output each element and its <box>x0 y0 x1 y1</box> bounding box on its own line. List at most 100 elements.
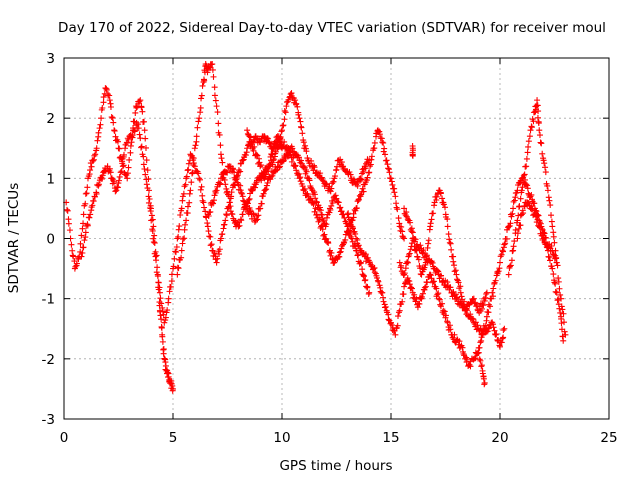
data-marker <box>179 193 186 200</box>
data-marker <box>295 111 302 118</box>
data-marker <box>442 204 449 211</box>
data-marker <box>216 131 223 138</box>
data-point <box>119 163 126 170</box>
data-marker <box>141 165 148 172</box>
data-marker <box>280 122 287 129</box>
data-marker <box>142 171 149 178</box>
data-marker <box>310 200 317 207</box>
series-4 <box>204 143 373 297</box>
data-marker <box>156 284 163 291</box>
data-marker <box>360 188 367 195</box>
data-marker <box>539 150 546 157</box>
data-marker <box>138 104 145 111</box>
data-marker <box>424 279 431 286</box>
data-marker <box>362 251 369 258</box>
data-marker <box>125 136 132 143</box>
data-marker <box>482 294 489 301</box>
data-marker <box>420 247 427 254</box>
data-point <box>518 187 525 194</box>
data-marker <box>290 154 297 161</box>
data-marker <box>484 328 491 335</box>
data-marker <box>534 114 541 121</box>
data-marker <box>511 238 518 245</box>
data-marker <box>226 193 233 200</box>
data-marker <box>478 305 485 312</box>
data-marker <box>534 102 541 109</box>
data-point <box>137 97 144 104</box>
data-marker <box>536 132 543 139</box>
data-marker <box>120 162 127 169</box>
data-marker <box>538 140 545 147</box>
data-marker <box>144 167 151 174</box>
data-marker <box>151 239 158 246</box>
data-marker <box>157 312 164 319</box>
data-marker <box>159 333 166 340</box>
data-marker <box>212 189 219 196</box>
data-marker <box>429 259 436 266</box>
data-marker <box>503 235 510 242</box>
data-point <box>279 127 285 134</box>
data-marker <box>276 164 283 171</box>
data-marker <box>508 257 515 264</box>
data-marker <box>132 109 139 116</box>
data-marker <box>272 148 279 155</box>
data-point <box>379 139 386 146</box>
data-marker <box>446 239 453 246</box>
data-marker <box>520 179 527 186</box>
data-point <box>124 175 131 182</box>
data-marker <box>153 257 160 264</box>
data-marker <box>245 196 252 203</box>
y-tick-label: -2 <box>42 352 55 368</box>
data-marker <box>216 251 223 258</box>
data-marker <box>433 193 440 200</box>
data-marker <box>111 178 118 185</box>
data-marker <box>430 210 437 217</box>
data-marker <box>215 120 222 127</box>
data-marker <box>413 247 420 254</box>
data-marker <box>66 227 73 234</box>
data-marker <box>362 276 369 283</box>
data-marker <box>127 142 134 149</box>
data-marker <box>323 214 330 221</box>
data-marker <box>259 170 266 177</box>
data-point <box>514 235 521 242</box>
data-marker <box>240 197 247 204</box>
data-marker <box>554 297 561 304</box>
data-marker <box>96 125 103 132</box>
data-point <box>270 145 277 152</box>
data-marker <box>217 142 224 149</box>
data-marker <box>306 177 313 184</box>
data-marker <box>359 185 366 192</box>
data-marker <box>406 281 413 288</box>
data-marker <box>206 233 213 240</box>
data-marker <box>82 200 89 207</box>
data-marker <box>434 291 441 298</box>
data-marker <box>380 139 387 146</box>
data-marker <box>557 309 564 316</box>
data-point <box>549 265 556 272</box>
data-marker <box>524 182 531 189</box>
data-marker <box>368 156 375 163</box>
data-marker <box>555 275 562 282</box>
data-marker <box>338 245 345 252</box>
data-marker <box>224 188 231 195</box>
data-point <box>435 295 442 302</box>
data-marker <box>336 249 343 256</box>
data-point <box>196 175 203 182</box>
data-marker <box>79 225 86 232</box>
data-marker <box>336 253 343 260</box>
data-marker <box>80 220 87 227</box>
data-marker <box>490 324 497 331</box>
data-marker <box>470 315 477 322</box>
data-point <box>422 283 429 290</box>
data-point <box>335 199 342 206</box>
data-marker <box>327 188 334 195</box>
data-marker <box>414 253 421 260</box>
data-marker <box>519 184 526 191</box>
data-marker <box>139 108 146 115</box>
data-point <box>217 235 224 242</box>
data-point <box>523 163 530 170</box>
data-marker <box>495 268 502 275</box>
data-point <box>87 211 94 218</box>
